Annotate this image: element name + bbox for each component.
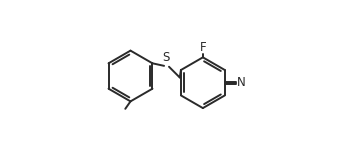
Text: S: S [163, 51, 170, 64]
Text: N: N [237, 76, 246, 89]
Text: F: F [199, 41, 206, 54]
